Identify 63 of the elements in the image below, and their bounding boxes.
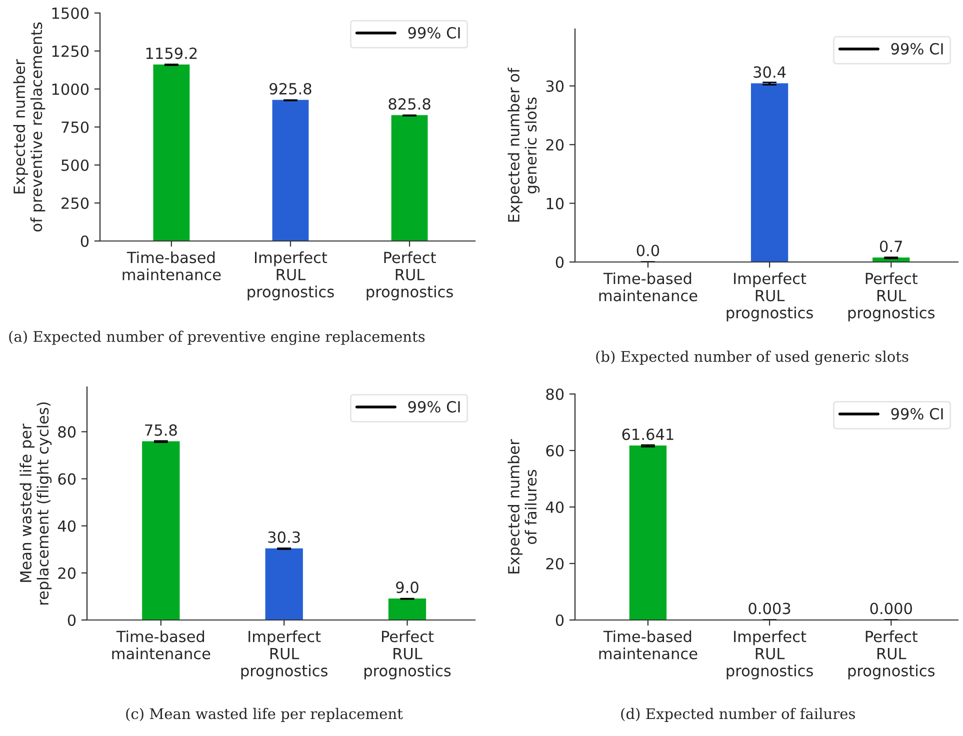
y-tick-label: 80: [546, 388, 564, 400]
data-label: 75.8: [145, 424, 177, 436]
y-axis-title: Expected number of generic slots: [508, 68, 540, 222]
x-tick-label: Time-based maintenance: [112, 630, 210, 660]
text: (b) Expected number of used generic slots: [596, 350, 908, 365]
y-tick-label: 0: [68, 614, 76, 626]
y-tick-label: 40: [546, 501, 564, 514]
data-label: 0.000: [870, 602, 912, 614]
x-tick-label: Time-based maintenance: [599, 630, 698, 660]
x-tick-label: Imperfect RUL prognostics: [241, 630, 328, 680]
y-tick-label: 80: [58, 426, 76, 438]
y-tick-label: 60: [546, 444, 564, 457]
data-label: 30.3: [268, 531, 300, 543]
y-tick-label: 10: [546, 198, 564, 210]
y-tick-label: 1000: [52, 83, 89, 96]
y-tick-label: 40: [58, 520, 76, 532]
y-tick-label: 250: [62, 197, 89, 210]
y-tick-label: 0: [556, 256, 564, 268]
y-axis-title: Mean wasted life per replacement (flight cycles): [20, 402, 52, 604]
text: 99% CI: [408, 401, 460, 413]
x-tick-label: Imperfect RUL prognostics: [248, 251, 334, 300]
y-tick-label: 750: [62, 121, 89, 134]
y-tick-label: 500: [62, 159, 89, 172]
y-axis-title: Expected number of preventive replacements: [13, 22, 46, 232]
text: 99% CI: [891, 43, 943, 55]
text: (d) Expected number of failures: [621, 708, 855, 722]
data-label: 30.4: [754, 66, 786, 78]
text: (c) Mean wasted life per replacement: [126, 708, 403, 722]
y-axis-title: Expected number of failures: [508, 439, 537, 574]
y-tick-label: 20: [546, 139, 564, 151]
text: 99% CI: [891, 408, 943, 420]
data-label: 925.8: [270, 82, 312, 95]
y-tick-label: 1500: [52, 7, 89, 20]
y-tick-label: 20: [546, 558, 564, 570]
x-tick-label: Perfect RUL prognostics: [364, 630, 451, 680]
data-label: 9.0: [396, 582, 418, 594]
x-tick-label: Time-based maintenance: [122, 251, 221, 280]
bar: [272, 100, 309, 241]
data-label: 0.7: [880, 240, 902, 252]
data-label: 825.8: [388, 98, 430, 110]
y-tick-label: 30: [546, 80, 564, 92]
data-label: 1159.2: [146, 48, 197, 60]
y-tick-label: 1250: [52, 45, 89, 58]
x-tick-label: Perfect RUL prognostics: [848, 630, 935, 680]
data-label: 0.0: [636, 244, 660, 256]
x-tick-label: Imperfect RUL prognostics: [726, 630, 813, 680]
x-tick-label: Perfect RUL prognostics: [848, 272, 935, 322]
y-tick-label: 20: [58, 567, 76, 579]
text: 99% CI: [408, 27, 460, 39]
x-tick-label: Time-based maintenance: [599, 272, 698, 302]
data-label: 61.641: [622, 428, 674, 440]
x-tick-label: Imperfect RUL prognostics: [726, 272, 813, 322]
x-tick-label: Perfect RUL prognostics: [366, 251, 453, 300]
bar: [153, 64, 190, 241]
bar: [391, 115, 428, 241]
bar: [388, 598, 426, 620]
y-tick-label: 60: [58, 473, 76, 485]
bar: [142, 441, 180, 620]
bar: [265, 548, 303, 620]
y-tick-label: 0: [80, 235, 89, 248]
y-tick-label: 0: [556, 614, 564, 626]
data-label: 0.003: [748, 602, 790, 614]
text: (a) Expected number of preventive engine replacements: [9, 330, 425, 345]
